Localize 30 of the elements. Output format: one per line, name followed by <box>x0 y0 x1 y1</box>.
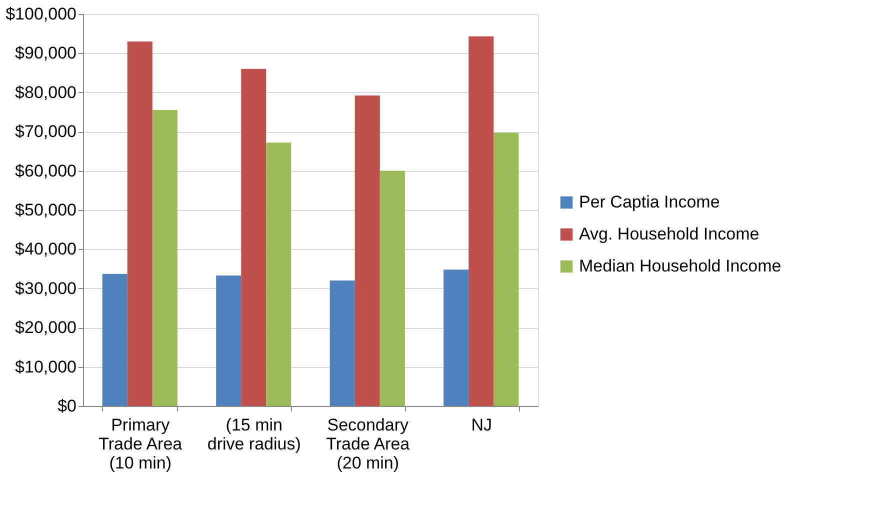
y-tick-label: $100,000 <box>6 4 76 24</box>
bar <box>354 96 380 406</box>
bar <box>216 275 242 406</box>
legend-label: Per Captia Income <box>579 192 720 212</box>
bar <box>266 142 292 406</box>
bar <box>152 110 178 406</box>
bar <box>444 270 469 406</box>
bar <box>330 280 355 406</box>
y-tick-label: $50,000 <box>15 200 76 220</box>
y-tick-label: $70,000 <box>15 122 76 142</box>
x-tick-label: Secondary Trade Area (20 min) <box>326 416 410 472</box>
bar <box>380 170 405 406</box>
bar <box>494 132 519 406</box>
legend-label: Avg. Household Income <box>579 224 760 244</box>
y-tick-label: $80,000 <box>15 82 76 102</box>
y-tick-label: $30,000 <box>15 278 76 298</box>
bar <box>468 36 494 406</box>
y-tick-label: $10,000 <box>15 357 76 376</box>
y-tick-label: $40,000 <box>15 240 76 259</box>
x-tick-label: NJ <box>471 416 492 434</box>
y-tick-label: $90,000 <box>15 44 76 63</box>
legend-label: Median Household Income <box>579 256 782 276</box>
x-tick-label: (15 min drive radius) <box>207 416 301 454</box>
bar <box>127 41 152 406</box>
x-tick-label: Primary Trade Area (10 min) <box>98 416 183 472</box>
bar <box>102 274 128 406</box>
y-tick-label: $60,000 <box>15 161 76 180</box>
y-tick-label: $20,000 <box>15 318 76 338</box>
bar <box>241 68 266 406</box>
y-tick-label: $0 <box>58 396 76 416</box>
